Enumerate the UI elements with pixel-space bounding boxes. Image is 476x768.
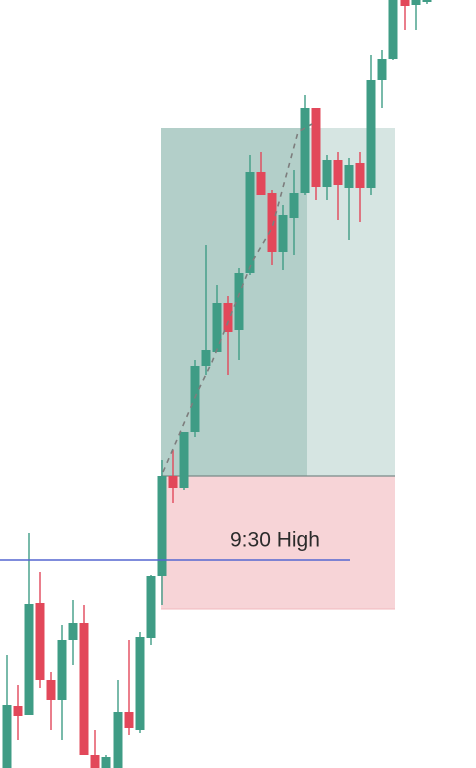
candle-body: [267, 193, 277, 252]
candle-body: [168, 476, 178, 488]
candle-body: [179, 432, 189, 488]
candle-body: [146, 576, 156, 638]
candle-body: [366, 80, 376, 188]
candle-body: [333, 160, 343, 185]
candle-body: [422, 0, 432, 2]
candle-body: [190, 366, 200, 432]
candle-body: [355, 163, 365, 188]
candle-body: [157, 476, 167, 576]
candle-body: [68, 623, 78, 640]
candle-body: [223, 303, 233, 332]
candle-body: [46, 680, 56, 700]
candle-body: [35, 603, 45, 680]
candles: [2, 0, 432, 768]
candle-body: [300, 108, 310, 193]
candle-body: [388, 0, 398, 59]
candle-body: [411, 0, 421, 5]
level-label: 9:30 High: [230, 529, 320, 552]
candle-body: [57, 640, 67, 700]
candle-body: [124, 712, 134, 728]
candle-body: [278, 215, 288, 252]
candle-body: [377, 59, 387, 80]
candle-body: [113, 712, 123, 768]
candle-body: [201, 350, 211, 366]
candle-body: [24, 604, 34, 715]
projection-path: [162, 123, 313, 473]
candle-body: [135, 637, 145, 730]
candle-body: [13, 706, 23, 716]
candle-body: [212, 303, 222, 352]
candle-body: [234, 273, 244, 330]
candle-body: [322, 160, 332, 187]
candle-body: [90, 755, 100, 768]
candle-body: [79, 623, 89, 755]
candle-body: [344, 165, 354, 188]
candle-body: [245, 172, 255, 273]
candle-body: [101, 757, 111, 768]
risk-zone: [161, 476, 395, 609]
candle-body: [2, 705, 12, 768]
candle-body: [256, 172, 266, 195]
candle-body: [400, 0, 410, 6]
candle-body: [311, 108, 321, 187]
candle-body: [289, 193, 299, 218]
